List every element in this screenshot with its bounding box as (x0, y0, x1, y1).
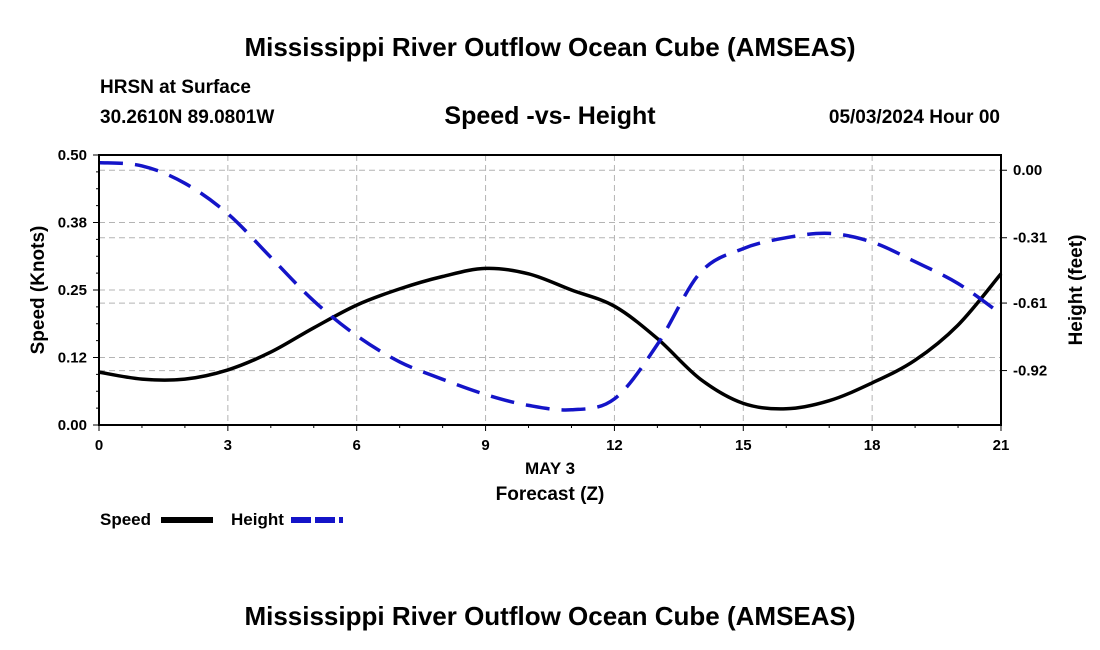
series-line-height (98, 160, 1003, 412)
y-axis-title: Speed (Knots) (28, 226, 49, 355)
datetime-label: 05/03/2024 Hour 00 (828, 107, 1000, 128)
y2-tick-label: -0.31 (1013, 230, 1047, 247)
location-label: HRSN at Surface (100, 77, 251, 98)
y-tick-label: 0.38 (58, 215, 87, 232)
y2-axis-title: Height (feet) (1066, 235, 1087, 346)
x-tick-label: 0 (95, 437, 103, 454)
chart-main-title: Mississippi River Outflow Ocean Cube (AM… (244, 32, 856, 62)
x-tick-label: 6 (353, 437, 361, 454)
x-axis-title: Forecast (Z) (496, 484, 605, 505)
coordinates-label: 30.2610N 89.0801W (100, 107, 275, 128)
legend-height-label: Height (231, 510, 284, 529)
y-tick-label: 0.00 (58, 417, 87, 434)
legend-speed-label: Speed (100, 510, 152, 529)
chart-subtitle: Speed -vs- Height (444, 102, 656, 130)
x-tick-label: 21 (993, 437, 1010, 454)
x-tick-label: 18 (864, 437, 881, 454)
x-tick-label: 15 (735, 437, 752, 454)
tick-layer (93, 154, 1007, 431)
y2-tick-label: 0.00 (1013, 162, 1042, 179)
y-tick-label: 0.50 (58, 147, 87, 164)
chart-canvas: 0 3 6 9 12 15 18 21 0.00 0.12 0.25 0.38 0.50 0.00 -0.3… (28, 147, 1087, 505)
legend-speed-swatch (161, 517, 213, 523)
x-tick-label: 9 (481, 437, 489, 454)
label-layer: 0 3 6 9 12 15 18 21 0.00 0.12 0.25 0.38 0.50 0.00 -0.3… (28, 147, 1087, 505)
x-tick-label: 12 (606, 437, 623, 454)
footer-title: Mississippi River Outflow Ocean Cube (AM… (244, 601, 856, 631)
x-tick-label: 3 (224, 437, 232, 454)
x-axis-date-label: MAY 3 (525, 459, 575, 478)
series-line-speed (98, 266, 1003, 411)
plot-frame (98, 154, 1002, 426)
y2-tick-label: -0.61 (1013, 295, 1047, 312)
legend-height-swatch (291, 517, 343, 523)
y-tick-label: 0.25 (58, 282, 87, 299)
y-tick-label: 0.12 (58, 350, 87, 367)
series-layer (98, 160, 1003, 412)
y2-tick-label: -0.92 (1013, 363, 1047, 380)
